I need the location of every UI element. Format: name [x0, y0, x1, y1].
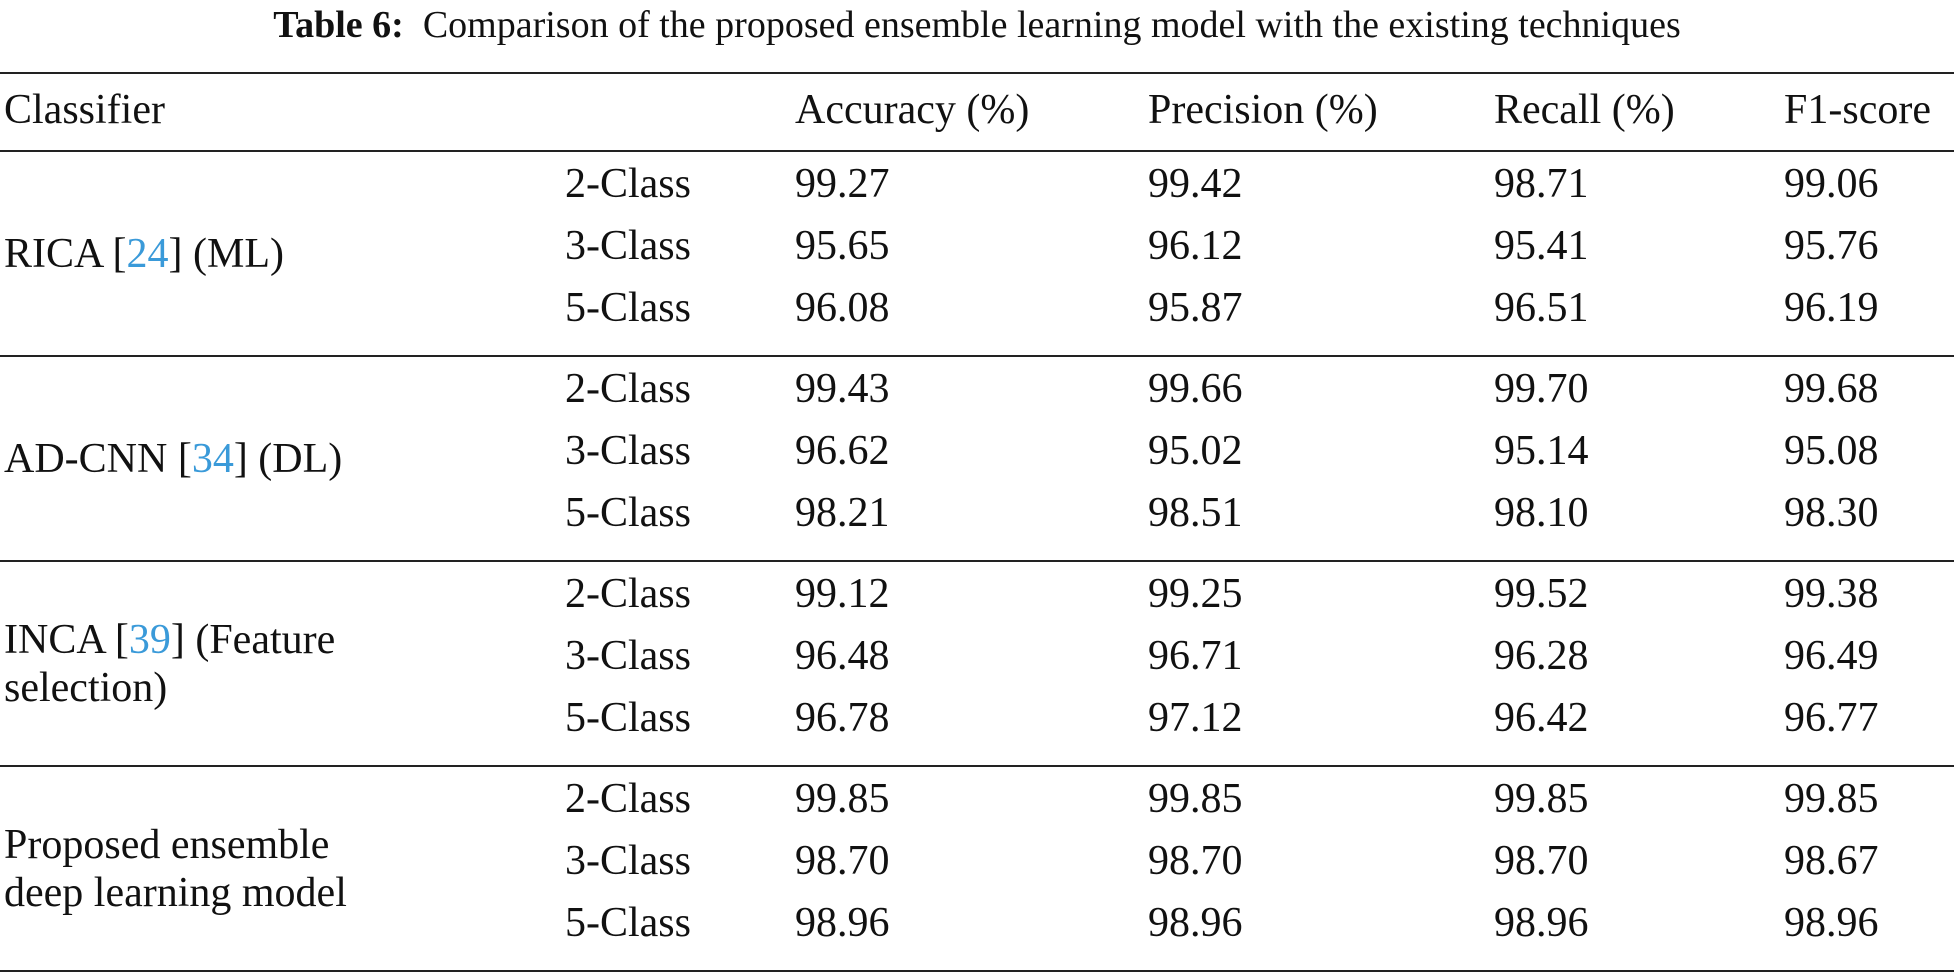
class-label: 3-Class	[565, 428, 691, 474]
accuracy-value: 99.43	[795, 366, 890, 412]
classifier-name-suffix: ] (DL)	[233, 435, 343, 482]
reference-link[interactable]: 39	[128, 616, 171, 663]
recall-value: 98.70	[1494, 838, 1589, 884]
accuracy-value: 99.85	[795, 776, 890, 822]
classifier-name-text: INCA [	[4, 616, 129, 663]
precision-value: 95.87	[1148, 285, 1243, 331]
precision-value: 99.85	[1148, 776, 1243, 822]
caption-label: Table 6:	[273, 4, 404, 46]
recall-value: 98.10	[1494, 490, 1589, 536]
precision-value: 96.71	[1148, 633, 1243, 679]
class-label: 5-Class	[565, 900, 691, 946]
class-label: 5-Class	[565, 490, 691, 536]
f1-value: 96.19	[1784, 285, 1879, 331]
classifier-name-line1: Proposed ensemble	[4, 821, 330, 868]
recall-value: 98.71	[1494, 161, 1589, 207]
classifier-name-suffix: ] (ML)	[168, 230, 284, 277]
precision-value: 98.96	[1148, 900, 1243, 946]
classifier-name-line2: selection)	[4, 664, 168, 711]
recall-value: 98.96	[1494, 900, 1589, 946]
precision-value: 98.70	[1148, 838, 1243, 884]
accuracy-value: 95.65	[795, 223, 890, 269]
precision-value: 99.42	[1148, 161, 1243, 207]
precision-value: 98.51	[1148, 490, 1243, 536]
f1-value: 96.49	[1784, 633, 1879, 679]
recall-value: 99.70	[1494, 366, 1589, 412]
class-label: 5-Class	[565, 285, 691, 331]
f1-value: 95.76	[1784, 223, 1879, 269]
classifier-name: RICA [24] (ML)	[4, 152, 524, 355]
recall-value: 99.85	[1494, 776, 1589, 822]
table-group-rica: RICA [24] (ML) 2-Class 99.27 99.42 98.71…	[0, 152, 1954, 355]
class-label: 2-Class	[565, 366, 691, 412]
precision-value: 96.12	[1148, 223, 1243, 269]
reference-link[interactable]: 24	[126, 230, 169, 277]
accuracy-value: 98.70	[795, 838, 890, 884]
table-group-proposed: Proposed ensemble deep learning model 2-…	[0, 765, 1954, 970]
precision-value: 99.66	[1148, 366, 1243, 412]
classifier-name-text: RICA [	[4, 230, 127, 277]
class-label: 3-Class	[565, 223, 691, 269]
classifier-name: AD-CNN [34] (DL)	[4, 357, 524, 560]
precision-value: 95.02	[1148, 428, 1243, 474]
accuracy-value: 96.08	[795, 285, 890, 331]
caption-text: Comparison of the proposed ensemble lear…	[422, 4, 1681, 46]
reference-link[interactable]: 34	[191, 435, 234, 482]
recall-value: 95.14	[1494, 428, 1589, 474]
accuracy-value: 98.96	[795, 900, 890, 946]
table-caption: Table 6: Comparison of the proposed ense…	[0, 0, 1954, 58]
f1-value: 99.68	[1784, 366, 1879, 412]
classifier-name: INCA [39] (Feature selection)	[4, 562, 524, 765]
header-classifier: Classifier	[4, 87, 165, 133]
f1-value: 98.67	[1784, 838, 1879, 884]
class-label: 3-Class	[565, 838, 691, 884]
table-header-row: Classifier Accuracy (%) Precision (%) Re…	[0, 74, 1954, 152]
accuracy-value: 99.12	[795, 571, 890, 617]
f1-value: 96.77	[1784, 695, 1879, 741]
classifier-name-suffix: ] (Feature	[170, 616, 336, 663]
classifier-name: Proposed ensemble deep learning model	[4, 767, 524, 970]
accuracy-value: 96.62	[795, 428, 890, 474]
recall-value: 96.28	[1494, 633, 1589, 679]
classifier-name-text: AD-CNN [	[4, 435, 192, 482]
accuracy-value: 99.27	[795, 161, 890, 207]
accuracy-value: 96.48	[795, 633, 890, 679]
class-label: 2-Class	[565, 161, 691, 207]
f1-value: 99.38	[1784, 571, 1879, 617]
table-group-ad-cnn: AD-CNN [34] (DL) 2-Class 99.43 99.66 99.…	[0, 355, 1954, 560]
header-precision: Precision (%)	[1148, 87, 1378, 133]
class-label: 2-Class	[565, 776, 691, 822]
f1-value: 95.08	[1784, 428, 1879, 474]
comparison-table: Classifier Accuracy (%) Precision (%) Re…	[0, 72, 1954, 972]
classifier-name-line2: deep learning model	[4, 869, 347, 916]
class-label: 5-Class	[565, 695, 691, 741]
header-recall: Recall (%)	[1494, 87, 1675, 133]
class-label: 3-Class	[565, 633, 691, 679]
table-group-inca: INCA [39] (Feature selection) 2-Class 99…	[0, 560, 1954, 765]
precision-value: 99.25	[1148, 571, 1243, 617]
accuracy-value: 96.78	[795, 695, 890, 741]
f1-value: 99.06	[1784, 161, 1879, 207]
recall-value: 96.42	[1494, 695, 1589, 741]
recall-value: 96.51	[1494, 285, 1589, 331]
f1-value: 98.30	[1784, 490, 1879, 536]
precision-value: 97.12	[1148, 695, 1243, 741]
header-accuracy: Accuracy (%)	[795, 87, 1030, 133]
recall-value: 95.41	[1494, 223, 1589, 269]
f1-value: 98.96	[1784, 900, 1879, 946]
f1-value: 99.85	[1784, 776, 1879, 822]
accuracy-value: 98.21	[795, 490, 890, 536]
recall-value: 99.52	[1494, 571, 1589, 617]
header-f1-score: F1-score	[1784, 87, 1931, 133]
class-label: 2-Class	[565, 571, 691, 617]
